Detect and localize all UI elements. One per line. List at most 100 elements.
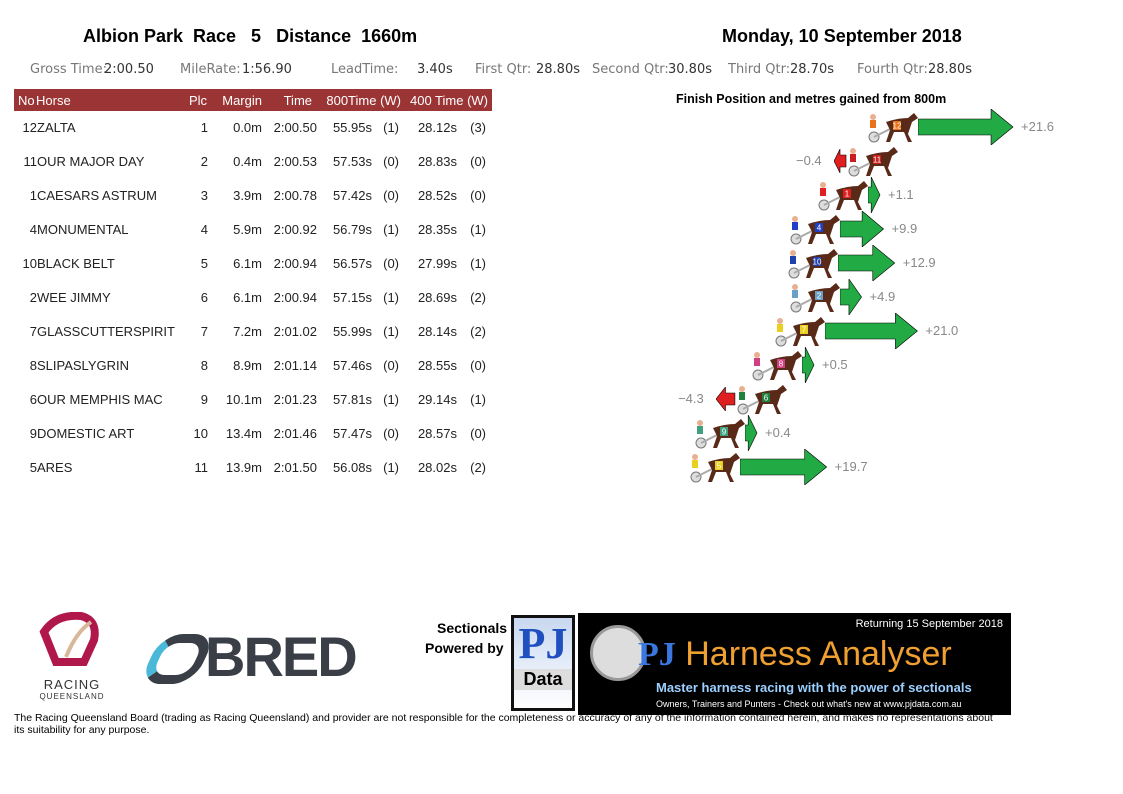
table-row[interactable]: 4 MONUMENTAL 4 5.9m 2:00.92 56.79s (1) 28.35s (1… [14, 218, 492, 240]
cell: 4 [200, 222, 208, 237]
table-header: No Horse Plc Margin Time 800Time (W) 400 Time … [14, 89, 492, 111]
horse-sulky-icon: 5 [690, 453, 740, 483]
gain-arrow [840, 279, 862, 315]
cell: 2:00.50 [273, 120, 317, 135]
stat-value: 28.80s [536, 62, 580, 77]
horse-sulky-icon: 11 [848, 147, 898, 177]
cell: 5 [29, 460, 37, 475]
cell: GLASSCUTTERSPIRIT [37, 324, 175, 339]
column-header: 800Time (W) [326, 93, 401, 108]
stat-label: Third Qtr: [728, 62, 791, 77]
gain-arrow [825, 313, 918, 349]
cell: (2) [470, 290, 486, 305]
cell: WEE JIMMY [37, 290, 111, 305]
cell: 55.99s [332, 324, 372, 339]
cell: 57.47s [332, 426, 372, 441]
cell: 28.69s [417, 290, 457, 305]
cell: 6.1m [233, 256, 262, 271]
cell: 7.2m [233, 324, 262, 339]
race-date: Monday, 10 September 2018 [722, 26, 962, 46]
gain-label: +0.5 [822, 357, 848, 372]
stat-value: 3.40s [417, 62, 453, 77]
loss-arrow [834, 149, 847, 173]
cell: 1 [200, 120, 208, 135]
cell: (1) [383, 120, 399, 135]
cell: 7 [29, 324, 37, 339]
cell: 1 [29, 188, 37, 203]
cell: 56.08s [332, 460, 372, 475]
horse-sulky-icon: 12 [868, 113, 918, 143]
cell: 2:01.02 [273, 324, 317, 339]
harness-analyser-banner[interactable]: Returning 15 September 2018 PJ Harness A… [578, 613, 1011, 715]
svg-text:11: 11 [873, 156, 882, 165]
cell: 27.99s [417, 256, 457, 271]
svg-text:6: 6 [764, 394, 769, 403]
column-header: Plc [188, 93, 207, 108]
column-header: Margin [222, 93, 262, 108]
cell: (1) [470, 392, 486, 407]
table-row[interactable]: 8 SLIPASLYGRIN 8 8.9m 2:01.14 57.46s (0) 28.55s… [14, 354, 492, 376]
gain-arrow [740, 449, 828, 485]
stat-label: MileRate: [180, 62, 241, 77]
stopwatch-icon [590, 625, 646, 681]
svg-text:7: 7 [802, 326, 807, 335]
cell: 28.55s [417, 358, 457, 373]
cell: (0) [383, 426, 399, 441]
cell: 7 [200, 324, 208, 339]
table-row[interactable]: 5 ARES 11 13.9m 2:01.50 56.08s (1) 28.02s (2) [14, 456, 492, 478]
table-row[interactable]: 1 CAESARS ASTRUM 3 3.9m 2:00.78 57.42s (0) 28.5… [14, 184, 492, 206]
stat-label: First Qtr: [475, 62, 532, 77]
horse-sulky-icon: 1 [818, 181, 868, 211]
cell: (0) [383, 188, 399, 203]
gain-arrow [918, 109, 1014, 145]
cell: (0) [383, 256, 399, 271]
horse-sulky-icon: 9 [695, 419, 745, 449]
horse-sulky-icon: 4 [790, 215, 840, 245]
loss-arrow [716, 387, 736, 411]
pj-data-logo: PJ Data [511, 615, 575, 711]
cell: 5.9m [233, 222, 262, 237]
table-row[interactable]: 6 OUR MEMPHIS MAC 9 10.1m 2:01.23 57.81s (1) 29… [14, 388, 492, 410]
table-row[interactable]: 2 WEE JIMMY 6 6.1m 2:00.94 57.15s (1) 28.69s (2) [14, 286, 492, 308]
table-row[interactable]: 10 BLACK BELT 5 6.1m 2:00.94 56.57s (0) 27.99s (… [14, 252, 492, 274]
cell: MONUMENTAL [37, 222, 129, 237]
cell: 0.0m [233, 120, 262, 135]
cell: 5 [200, 256, 208, 271]
gain-arrow [838, 245, 896, 281]
cell: SLIPASLYGRIN [37, 358, 129, 373]
table-row[interactable]: 9 DOMESTIC ART 10 13.4m 2:01.46 57.47s (0) 28.5… [14, 422, 492, 444]
cell: (0) [470, 154, 486, 169]
cell: 2:00.53 [273, 154, 317, 169]
cell: (2) [470, 324, 486, 339]
table-row[interactable]: 11 OUR MAJOR DAY 2 0.4m 2:00.53 57.53s (0) 28.8… [14, 150, 492, 172]
cell: (2) [470, 460, 486, 475]
svg-text:12: 12 [893, 122, 902, 131]
stat-value: 28.80s [928, 62, 972, 77]
gain-label: +21.6 [1021, 119, 1054, 134]
stat-value: 30.80s [668, 62, 712, 77]
table-row[interactable]: 12 ZALTA 1 0.0m 2:00.50 55.95s (1) 28.12s (3) [14, 116, 492, 138]
cell: 55.95s [332, 120, 372, 135]
gain-arrow [840, 211, 885, 247]
cell: (1) [383, 222, 399, 237]
cell: 56.79s [332, 222, 372, 237]
cell: 2:00.94 [273, 290, 317, 305]
table-row[interactable]: 7 GLASSCUTTERSPIRIT 7 7.2m 2:01.02 55.99s (1) 2… [14, 320, 492, 342]
cell: (1) [383, 290, 399, 305]
stat-value: 28.70s [790, 62, 834, 77]
gain-arrow [868, 177, 881, 213]
cell: 6.1m [233, 290, 262, 305]
svg-text:4: 4 [817, 224, 822, 233]
horse-sulky-icon: 7 [775, 317, 825, 347]
cell: 28.14s [417, 324, 457, 339]
cell: 57.42s [332, 188, 372, 203]
gain-label: −0.4 [796, 153, 822, 168]
powered-by-label: Powered by [425, 640, 504, 656]
cell: (0) [470, 188, 486, 203]
cell: 2:01.46 [273, 426, 317, 441]
svg-text:2: 2 [817, 292, 822, 301]
column-header: 400 Time (W) [409, 93, 488, 108]
svg-text:8: 8 [779, 360, 784, 369]
stat-value: 2:00.50 [104, 62, 154, 77]
cell: OUR MEMPHIS MAC [37, 392, 163, 407]
